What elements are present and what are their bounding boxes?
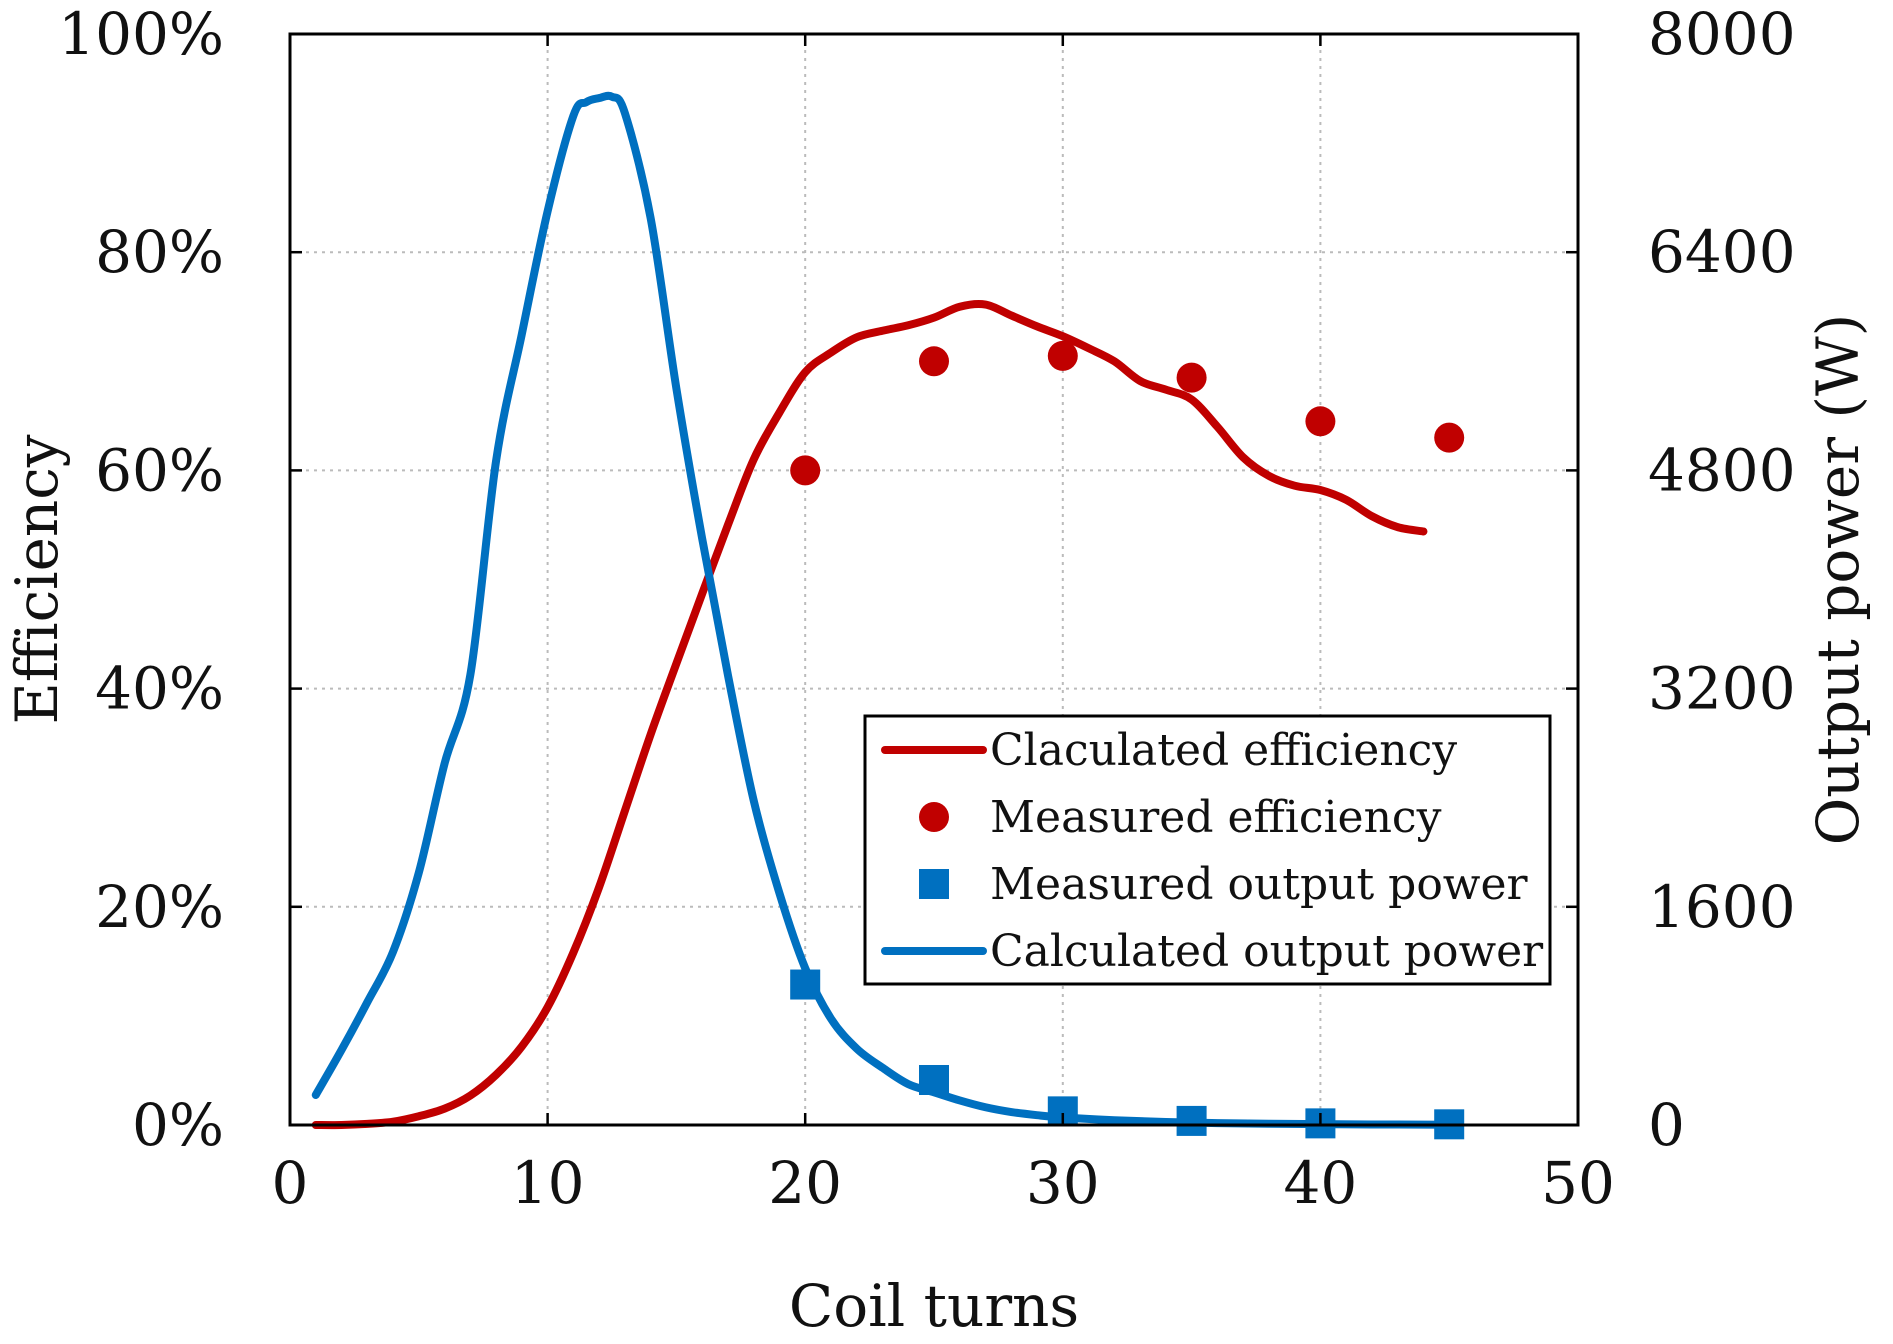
tick-labels: 0 10 20 30 40 50 0% 20% 40% 60% 80% 100% 0 1600 3200 48… [58, 0, 1795, 1217]
legend: Claculated efficiency Measured efficiency… [863, 714, 1552, 986]
y-left-tick-label: 100% [58, 0, 224, 68]
x-tick-label: 40 [1283, 1149, 1357, 1217]
legend-label: Measured efficiency [990, 792, 1442, 843]
x-tick-label: 20 [768, 1149, 842, 1217]
legend-square-swatch [919, 869, 949, 899]
legend-label: Calculated output power [990, 926, 1544, 977]
y-right-axis-title: Output power (W) [1804, 314, 1872, 846]
legend-circle-swatch [919, 802, 949, 832]
calculated-power-line [311, 91, 1454, 1129]
legend-label: Claculated efficiency [990, 725, 1457, 776]
legend-label: Measured output power [990, 859, 1529, 910]
measured-efficiency-point [1434, 422, 1465, 453]
measured-efficiency-point [1305, 406, 1336, 437]
plot-frame [288, 32, 1580, 1127]
y-right-tick-label: 0 [1648, 1091, 1685, 1159]
y-left-tick-label: 0% [132, 1091, 224, 1159]
legend-box [863, 714, 1552, 986]
calculated-efficiency-line [311, 299, 1428, 1130]
x-tick-label: 30 [1026, 1149, 1100, 1217]
y-right-tick-label: 4800 [1648, 436, 1796, 504]
series-layer [311, 91, 1465, 1140]
y-right-tick-label: 8000 [1648, 0, 1796, 68]
tick-marks [288, 32, 1580, 1127]
y-left-axis-title: Efficiency [3, 434, 71, 724]
y-right-tick-label: 3200 [1648, 655, 1796, 723]
measured-efficiency-point [1047, 340, 1078, 371]
x-tick-label: 50 [1541, 1149, 1615, 1217]
y-left-tick-label: 20% [95, 873, 224, 941]
y-left-tick-label: 80% [95, 218, 224, 286]
x-tick-label: 10 [511, 1149, 585, 1217]
y-left-tick-label: 60% [95, 436, 224, 504]
y-right-tick-label: 6400 [1648, 218, 1796, 286]
x-tick-label: 0 [272, 1149, 309, 1217]
measured-efficiency-point [790, 455, 821, 486]
y-left-tick-label: 40% [95, 655, 224, 723]
measured-efficiency-point [919, 346, 949, 377]
legend-items: Claculated efficiency Measured efficiency… [881, 725, 1544, 977]
y-right-tick-label: 1600 [1648, 873, 1796, 941]
x-axis-title: Coil turns [789, 1272, 1079, 1340]
measured-efficiency-point [1176, 362, 1207, 393]
